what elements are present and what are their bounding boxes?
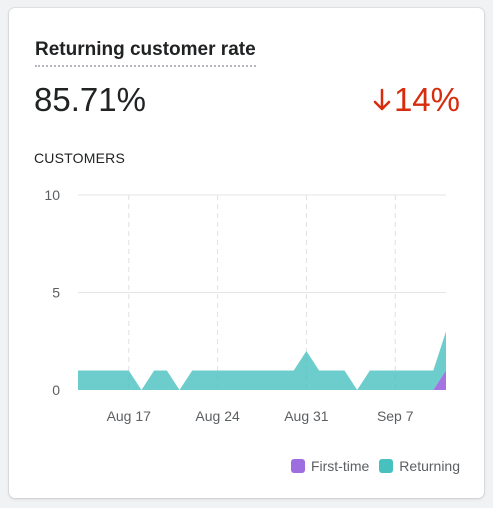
chart-legend: First-time Returning xyxy=(281,458,460,474)
card-title[interactable]: Returning customer rate xyxy=(35,38,256,67)
change-value: 14% xyxy=(393,81,460,118)
legend-label-returning: Returning xyxy=(399,458,460,474)
legend-swatch-first-time xyxy=(290,459,305,473)
returning-customer-rate-card: Returning customer rate 85.71% 14% CUSTO… xyxy=(9,8,484,498)
x-tick-label: Sep 7 xyxy=(377,408,414,424)
y-tick-label-5: 5 xyxy=(52,285,60,301)
customers-area-chart: 0 5 10 Aug 17 Aug 24 Aug 31 Sep 7 xyxy=(44,187,446,424)
legend-item-first-time[interactable]: First-time xyxy=(290,458,370,474)
metric-value: 85.71% xyxy=(34,81,146,118)
x-tick-label: Aug 31 xyxy=(284,408,329,424)
x-tick-label: Aug 17 xyxy=(107,408,152,424)
legend-item-returning[interactable]: Returning xyxy=(379,458,460,474)
legend-swatch-returning xyxy=(379,459,394,473)
section-label: CUSTOMERS xyxy=(34,150,125,166)
legend-label-first-time: First-time xyxy=(310,458,370,474)
y-tick-label-0: 0 xyxy=(52,382,60,398)
change-indicator: 14% xyxy=(372,80,460,120)
area-series-returning xyxy=(78,331,446,390)
y-tick-label-10: 10 xyxy=(44,187,60,203)
arrow-down-icon xyxy=(373,88,391,111)
x-tick-label: Aug 24 xyxy=(195,408,240,424)
